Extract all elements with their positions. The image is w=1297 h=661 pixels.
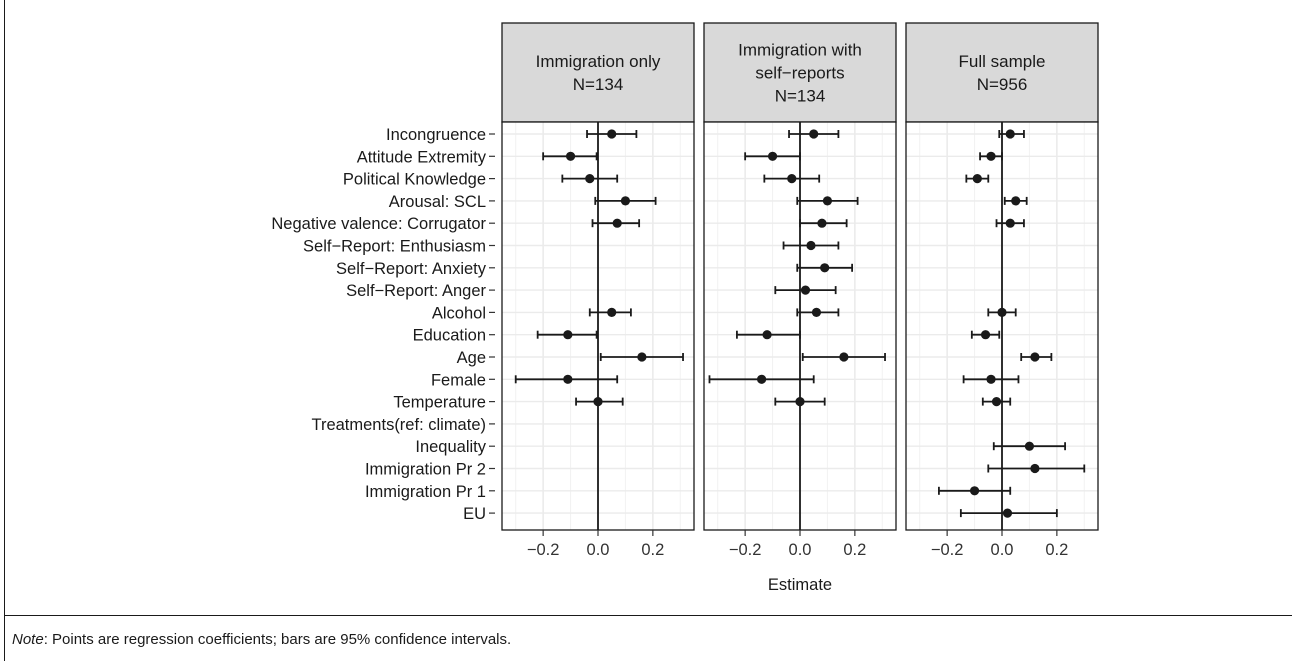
coefficient-point	[986, 374, 996, 384]
coefficient-point	[1005, 218, 1015, 228]
coefficient-point	[1005, 129, 1015, 139]
x-tick-label: −0.2	[527, 541, 560, 559]
y-tick-label: Immigration Pr 1	[365, 483, 486, 501]
coefficient-point	[585, 174, 595, 184]
coefficient-point	[593, 397, 603, 407]
y-tick-label: Incongruence	[386, 126, 486, 144]
coefficient-point	[767, 151, 778, 161]
x-tick-label: 0.2	[1045, 541, 1068, 559]
facet-title-line: N=134	[775, 87, 826, 106]
y-tick-label: Immigration Pr 2	[365, 461, 486, 479]
y-tick-label: Alcohol	[432, 304, 486, 322]
coefficient-point	[563, 330, 573, 340]
coefficient-point	[972, 174, 982, 184]
coefficient-point	[787, 174, 797, 184]
x-tick-label: 0.2	[641, 541, 664, 559]
coefficient-point	[1030, 463, 1040, 474]
facet-title-line: N=134	[573, 75, 624, 94]
coefficient-point	[809, 129, 819, 139]
x-tick-label: 0.0	[991, 541, 1014, 559]
facet-panel-3: Full sample N=956 −0.2 0.0 0.2	[905, 22, 1099, 559]
coefficient-point	[762, 330, 772, 340]
coefficient-point	[820, 263, 830, 273]
y-tick-label: EU	[463, 505, 486, 523]
coefficient-point	[811, 307, 822, 317]
coefficient-point	[1002, 508, 1013, 518]
coefficient-point	[607, 307, 617, 317]
note-separator	[4, 615, 1292, 616]
y-tick-label: Political Knowledge	[343, 171, 486, 189]
coefficient-point	[997, 307, 1007, 317]
coefficient-point	[806, 240, 816, 251]
y-tick-label: Age	[457, 349, 486, 367]
x-tick-label: 0.0	[587, 541, 610, 559]
coefficient-point	[607, 129, 617, 139]
x-tick-label: −0.2	[931, 541, 964, 559]
coefficient-point	[1011, 196, 1021, 206]
y-tick-label: Self−Report: Anxiety	[336, 260, 487, 278]
facet-panel-2: Immigration with self−reports N=134 −0.2 0.0…	[703, 22, 897, 559]
coefficient-point	[1030, 352, 1040, 362]
coefficient-point	[839, 352, 849, 362]
y-tick-label: Negative valence: Corrugator	[271, 215, 486, 233]
y-tick-label: Inequality	[415, 438, 486, 456]
y-tick-label: Temperature	[393, 394, 486, 412]
note-label: Note	[12, 631, 44, 648]
facet-strip	[703, 22, 897, 123]
note-text: : Points are regression coefficients; ba…	[43, 631, 512, 648]
x-tick-label: 0.0	[789, 541, 812, 559]
x-tick-label: 0.2	[843, 541, 866, 559]
facet-strip	[501, 22, 695, 123]
facet-strip	[905, 22, 1099, 123]
x-tick-label: −0.2	[729, 541, 762, 559]
coefficient-point	[817, 218, 827, 228]
coefficient-point	[563, 374, 573, 384]
coefficient-point	[1024, 441, 1035, 451]
facet-title-line: self−reports	[755, 64, 844, 83]
facet-title-line: Immigration with	[738, 41, 862, 60]
y-tick-label: Arousal: SCL	[389, 193, 486, 211]
y-tick-label: Self−Report: Enthusiasm	[303, 238, 486, 256]
coefficient-point	[986, 151, 996, 161]
facet-panel-1: Immigration only N=134 −0.2 0.0 0.2	[501, 22, 695, 559]
coefficient-point	[612, 218, 622, 228]
coefficient-point	[991, 397, 1002, 407]
y-tick-label: Treatments(ref: climate)	[311, 416, 486, 434]
coefficient-point	[980, 330, 991, 340]
coefficient-point	[620, 196, 631, 206]
y-tick-label: Attitude Extremity	[357, 148, 487, 166]
facet-title-line: N=956	[977, 75, 1028, 94]
coefficient-plot: Incongruence Attitude Extremity Political …	[271, 22, 1099, 594]
facet-title-line: Immigration only	[536, 52, 661, 71]
coefficient-point	[757, 374, 767, 384]
y-tick-label: Education	[413, 327, 486, 345]
coefficient-point	[822, 196, 833, 206]
x-axis-title: Estimate	[768, 576, 832, 594]
coefficient-point	[969, 486, 980, 496]
facet-title-line: Full sample	[959, 52, 1046, 71]
coefficient-point	[637, 352, 647, 362]
y-tick-label: Self−Report: Anger	[346, 282, 486, 300]
figure-note: Note: Points are regression coefficients…	[12, 631, 511, 648]
y-tick-label: Female	[431, 371, 486, 389]
frame-left-border	[4, 0, 5, 661]
coefficient-point	[795, 397, 805, 407]
coefficient-point	[565, 151, 576, 161]
coefficient-point	[800, 285, 811, 295]
